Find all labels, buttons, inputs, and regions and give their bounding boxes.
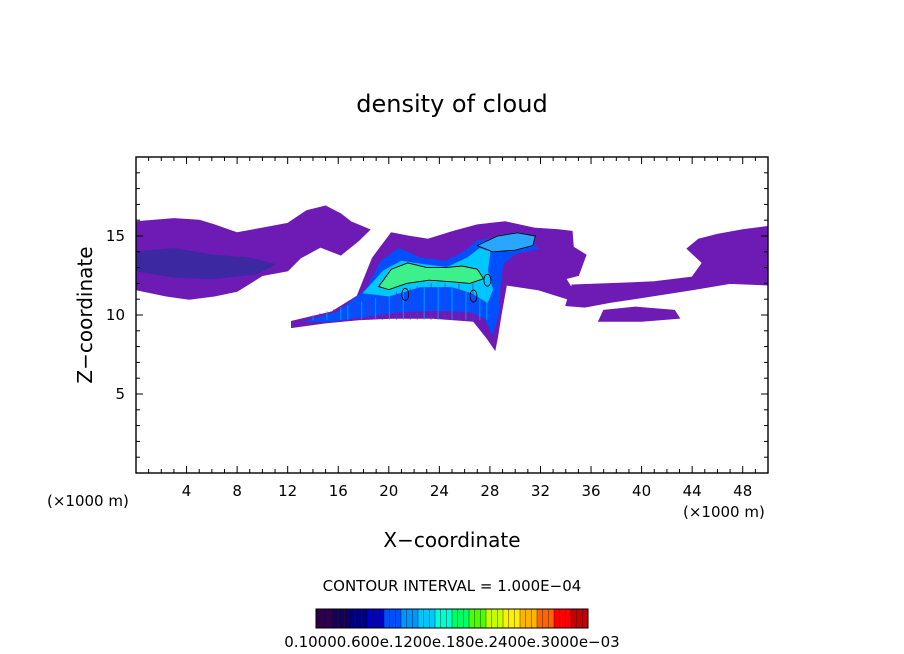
colorbar-cell <box>559 609 566 628</box>
colorbar-frame <box>315 608 589 629</box>
colorbar-cell <box>457 609 464 628</box>
contour-interval-label: CONTOUR INTERVAL = 1.000E−04 <box>323 577 582 595</box>
x-unit-right: (×1000 m) <box>683 503 765 521</box>
density-region-right-small <box>597 306 681 322</box>
x-tick-label: 20 <box>379 482 398 500</box>
colorbar-cell <box>395 609 401 628</box>
colorbar-cell <box>316 609 322 628</box>
colorbar-cell <box>372 609 379 628</box>
colorbar-cell <box>435 609 441 628</box>
x-tick-label: 12 <box>278 482 297 500</box>
colorbar-cell <box>520 609 526 628</box>
y-axis-label: Z−coordinate <box>73 246 97 383</box>
colorbar-cell <box>474 609 481 628</box>
colorbar-cell <box>508 609 515 628</box>
colorbar-cell <box>514 609 520 628</box>
colorbar-cell <box>446 609 452 628</box>
contour-top-blob <box>476 232 536 253</box>
x-tick-label: 28 <box>480 482 499 500</box>
colorbar-cell <box>406 609 413 628</box>
colorbar-cell <box>463 609 469 628</box>
colorbar-cell <box>491 609 498 628</box>
contour-lines <box>377 232 536 303</box>
colorbar-cell <box>469 609 475 628</box>
colorbar-cell <box>384 609 390 628</box>
x-tick-labels: 4 8 12 16 20 24 28 32 36 40 44 48 <box>182 482 752 500</box>
colorbar-cell <box>440 609 447 628</box>
x-tick-label: 8 <box>232 482 242 500</box>
colorbar-cell <box>576 609 583 628</box>
density-region-right-layer <box>565 225 769 308</box>
density-field <box>135 205 769 352</box>
density-streaks <box>312 283 488 320</box>
contour-small <box>483 273 492 287</box>
x-tick-label: 24 <box>430 482 449 500</box>
colorbar-cell <box>401 609 407 628</box>
colorbar-cell <box>327 609 333 628</box>
colorbar-cell <box>344 609 350 628</box>
y-tick-label: 10 <box>106 306 125 324</box>
colorbar-cell <box>321 609 328 628</box>
colorbar-cell <box>367 609 373 628</box>
contour-small <box>401 288 410 301</box>
colorbar-cell <box>486 609 492 628</box>
colorbar-cell <box>582 609 588 628</box>
x-tick-label: 36 <box>581 482 600 500</box>
x-tick-label: 44 <box>683 482 702 500</box>
colorbar-labels: 0.10000.600e.1200e.180e.2400e.3000e−03 <box>284 633 619 651</box>
y-tick-label: 15 <box>106 227 125 245</box>
x-tick-label: 4 <box>182 482 192 500</box>
colorbar-cell <box>350 609 356 628</box>
colorbar-cell <box>531 609 537 628</box>
colorbar-cell <box>389 609 396 628</box>
x-tick-label: 40 <box>632 482 651 500</box>
colorbar-cell <box>355 609 362 628</box>
y-tick-label: 5 <box>115 385 125 403</box>
contour-core-green <box>377 262 485 291</box>
density-region-left-core <box>135 248 277 280</box>
colorbar-cell <box>497 609 503 628</box>
plot-frame <box>135 156 769 474</box>
x-tick-label: 32 <box>531 482 550 500</box>
colorbar-cell <box>542 609 549 628</box>
colorbar-cell <box>429 609 435 628</box>
x-axis-label: X−coordinate <box>383 528 520 552</box>
colorbar-cell <box>338 609 345 628</box>
colorbar-cell <box>571 609 577 628</box>
colorbar-cell <box>378 609 384 628</box>
colorbar <box>315 608 589 629</box>
chart-title: density of cloud <box>356 90 547 118</box>
colorbar-cell <box>503 609 509 628</box>
colorbar-cell <box>333 609 339 628</box>
colorbar-cell <box>452 609 458 628</box>
colorbar-cell <box>554 609 560 628</box>
contour-small <box>469 289 478 303</box>
colorbar-cell <box>548 609 554 628</box>
colorbar-cell <box>418 609 424 628</box>
colorbar-cell <box>361 609 367 628</box>
colorbar-cell <box>423 609 430 628</box>
colorbar-cell <box>480 609 486 628</box>
x-tick-label: 48 <box>733 482 752 500</box>
x-tick-label: 16 <box>329 482 348 500</box>
colorbar-cell <box>412 609 418 628</box>
colorbar-cell <box>525 609 532 628</box>
colorbar-cell <box>565 609 571 628</box>
y-tick-labels: 5 10 15 <box>106 227 125 403</box>
colorbar-cell <box>537 609 543 628</box>
x-unit-left: (×1000 m) <box>47 492 129 510</box>
